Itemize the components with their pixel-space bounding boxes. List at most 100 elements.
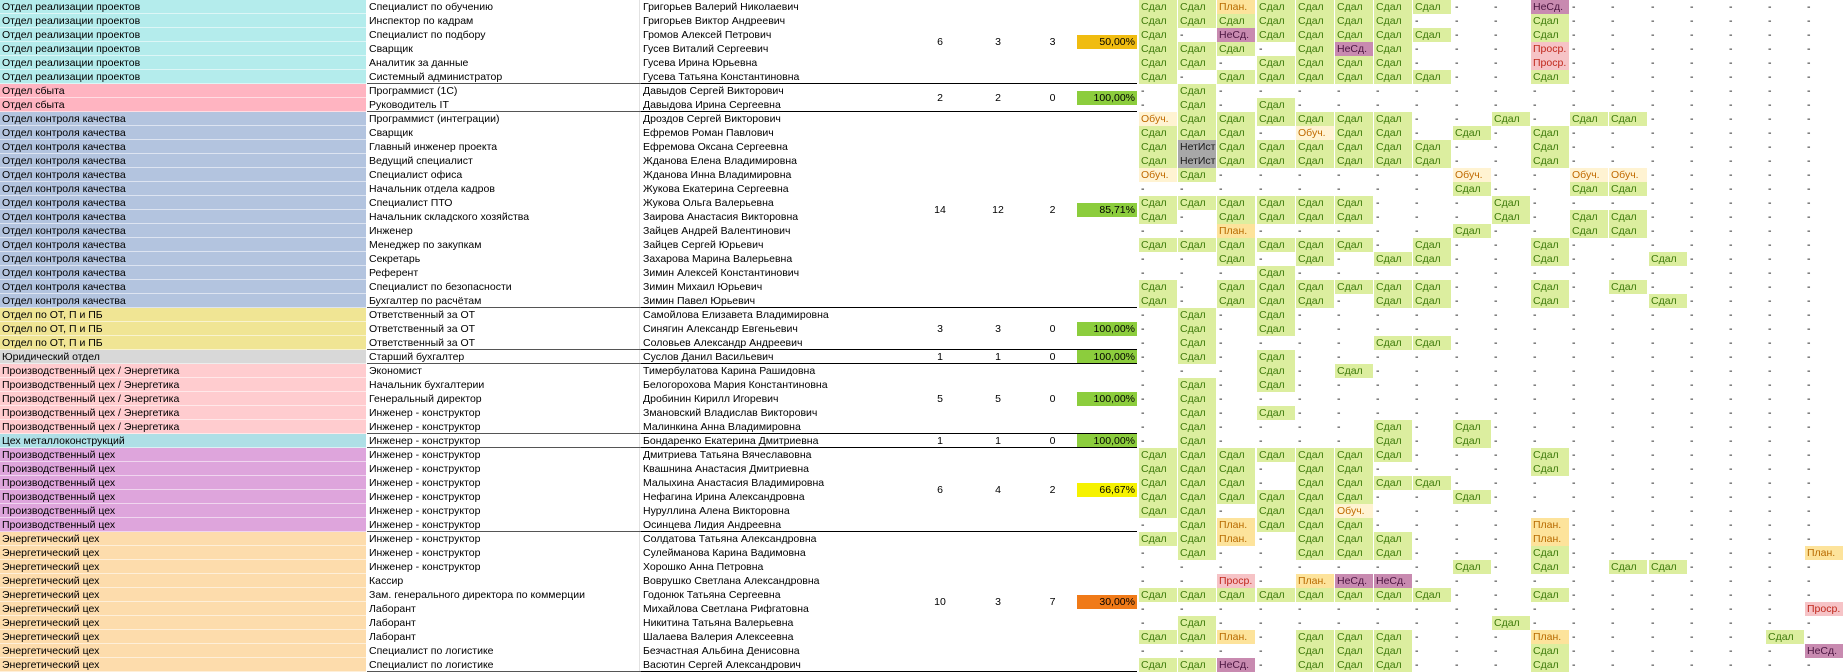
status-cell[interactable]: Сдал bbox=[1374, 588, 1412, 602]
position-cell[interactable]: Главный инженер проекта bbox=[367, 140, 640, 154]
department-cell[interactable]: Отдел контроля качества bbox=[0, 168, 366, 182]
status-cell[interactable]: Сдал bbox=[1217, 238, 1255, 252]
status-cell[interactable]: Сдал bbox=[1374, 630, 1412, 644]
position-cell[interactable]: Инженер - конструктор bbox=[367, 434, 640, 448]
status-cell[interactable]: Сдал bbox=[1649, 560, 1687, 574]
status-cell[interactable]: - bbox=[1376, 309, 1380, 321]
status-cell[interactable]: - bbox=[1415, 127, 1419, 139]
status-cell[interactable]: - bbox=[1494, 491, 1498, 503]
status-cell[interactable]: - bbox=[1455, 99, 1459, 111]
status-cell[interactable]: Сдал bbox=[1178, 546, 1216, 560]
status-cell[interactable]: - bbox=[1651, 281, 1655, 293]
status-cell[interactable]: Сдал bbox=[1257, 518, 1295, 532]
status-cell[interactable]: - bbox=[1572, 477, 1576, 489]
status-cell[interactable]: Сдал bbox=[1178, 448, 1216, 462]
status-cell[interactable]: Обуч. bbox=[1570, 168, 1608, 182]
status-cell[interactable]: Сдал bbox=[1217, 588, 1255, 602]
status-cell[interactable]: - bbox=[1807, 197, 1811, 209]
status-cell[interactable]: - bbox=[1690, 407, 1694, 419]
status-cell[interactable]: - bbox=[1219, 169, 1223, 181]
status-cell[interactable]: Сдал bbox=[1413, 476, 1451, 490]
status-cell[interactable]: - bbox=[1494, 309, 1498, 321]
status-cell[interactable]: - bbox=[1494, 435, 1498, 447]
status-cell[interactable]: - bbox=[1690, 351, 1694, 363]
status-cell[interactable]: - bbox=[1651, 337, 1655, 349]
status-cell[interactable]: - bbox=[1141, 183, 1145, 195]
status-cell[interactable]: - bbox=[1690, 141, 1694, 153]
status-cell[interactable]: - bbox=[1572, 617, 1576, 629]
status-cell[interactable]: - bbox=[1807, 631, 1811, 643]
status-cell[interactable]: - bbox=[1651, 225, 1655, 237]
status-cell[interactable]: - bbox=[1376, 197, 1380, 209]
status-cell[interactable]: Сдал bbox=[1531, 154, 1569, 168]
status-cell[interactable]: Сдал bbox=[1257, 266, 1295, 280]
status-cell[interactable]: - bbox=[1768, 421, 1772, 433]
status-cell[interactable]: Сдал bbox=[1570, 210, 1608, 224]
status-cell[interactable]: - bbox=[1376, 323, 1380, 335]
status-cell[interactable]: - bbox=[1651, 1, 1655, 13]
status-cell[interactable]: Сдал bbox=[1178, 196, 1216, 210]
status-cell[interactable]: - bbox=[1219, 547, 1223, 559]
status-cell[interactable]: Сдал bbox=[1531, 70, 1569, 84]
status-cell[interactable]: - bbox=[1298, 337, 1302, 349]
employee-name-cell[interactable]: Захарова Марина Валерьевна bbox=[643, 253, 793, 265]
status-cell[interactable]: - bbox=[1651, 183, 1655, 195]
status-cell[interactable]: Проср. bbox=[1531, 56, 1569, 70]
status-cell[interactable]: - bbox=[1494, 169, 1498, 181]
status-cell[interactable]: - bbox=[1611, 575, 1615, 587]
status-cell[interactable]: - bbox=[1690, 477, 1694, 489]
status-cell[interactable]: Сдал bbox=[1531, 658, 1569, 672]
employee-name-cell[interactable]: Квашнина Анастасия Дмитриевна bbox=[643, 463, 809, 475]
status-cell[interactable]: Сдал bbox=[1178, 490, 1216, 504]
status-cell[interactable]: - bbox=[1611, 253, 1615, 265]
status-cell[interactable]: Сдал bbox=[1335, 28, 1373, 42]
status-cell[interactable]: - bbox=[1768, 155, 1772, 167]
status-cell[interactable]: - bbox=[1415, 351, 1419, 363]
status-cell[interactable]: Сдал bbox=[1335, 364, 1373, 378]
status-cell[interactable]: - bbox=[1611, 477, 1615, 489]
status-cell[interactable]: - bbox=[1690, 449, 1694, 461]
status-cell[interactable]: - bbox=[1651, 169, 1655, 181]
status-cell[interactable]: - bbox=[1141, 617, 1145, 629]
status-cell[interactable]: - bbox=[1768, 239, 1772, 251]
status-cell[interactable]: - bbox=[1494, 575, 1498, 587]
status-cell[interactable]: - bbox=[1298, 183, 1302, 195]
status-cell[interactable]: Сдал bbox=[1374, 140, 1412, 154]
status-cell[interactable]: - bbox=[1494, 323, 1498, 335]
status-cell[interactable]: - bbox=[1494, 29, 1498, 41]
status-cell[interactable]: - bbox=[1768, 29, 1772, 41]
position-cell[interactable]: Начальник отдела кадров bbox=[367, 182, 640, 196]
position-cell[interactable]: Инженер - конструктор bbox=[367, 518, 640, 532]
status-cell[interactable]: - bbox=[1651, 57, 1655, 69]
status-cell[interactable]: - bbox=[1572, 337, 1576, 349]
status-cell[interactable]: Сдал bbox=[1139, 448, 1177, 462]
status-cell[interactable]: НеСд. bbox=[1335, 574, 1373, 588]
status-cell[interactable]: - bbox=[1141, 351, 1145, 363]
status-cell[interactable]: - bbox=[1690, 631, 1694, 643]
status-cell[interactable]: - bbox=[1219, 603, 1223, 615]
status-cell[interactable]: Сдал bbox=[1335, 112, 1373, 126]
employee-name-cell[interactable]: Нефагина Ирина Александровна bbox=[643, 491, 805, 503]
status-cell[interactable]: - bbox=[1611, 99, 1615, 111]
position-cell[interactable]: Лаборант bbox=[367, 630, 640, 644]
status-cell[interactable]: Сдал bbox=[1217, 294, 1255, 308]
status-cell[interactable]: - bbox=[1337, 323, 1341, 335]
status-cell[interactable]: - bbox=[1494, 239, 1498, 251]
status-cell[interactable]: Сдал bbox=[1139, 56, 1177, 70]
employee-name-cell[interactable]: Дроздов Сергей Викторович bbox=[643, 113, 781, 125]
group-done-count[interactable]: 4 bbox=[995, 484, 1001, 496]
status-cell[interactable]: - bbox=[1376, 519, 1380, 531]
group-failed-count[interactable]: 0 bbox=[1049, 435, 1056, 447]
group-done-count[interactable]: 3 bbox=[995, 36, 1001, 48]
status-cell[interactable]: - bbox=[1611, 547, 1615, 559]
status-cell[interactable]: - bbox=[1298, 421, 1302, 433]
status-cell[interactable]: - bbox=[1572, 421, 1576, 433]
status-cell[interactable]: Сдал bbox=[1178, 308, 1216, 322]
status-cell[interactable]: - bbox=[1572, 197, 1576, 209]
department-cell[interactable]: Отдел контроля качества bbox=[0, 154, 366, 168]
status-cell[interactable]: - bbox=[1376, 365, 1380, 377]
status-cell[interactable]: - bbox=[1455, 309, 1459, 321]
status-cell[interactable]: - bbox=[1611, 155, 1615, 167]
status-cell[interactable]: - bbox=[1337, 267, 1341, 279]
position-cell[interactable]: Сварщик bbox=[367, 42, 640, 56]
